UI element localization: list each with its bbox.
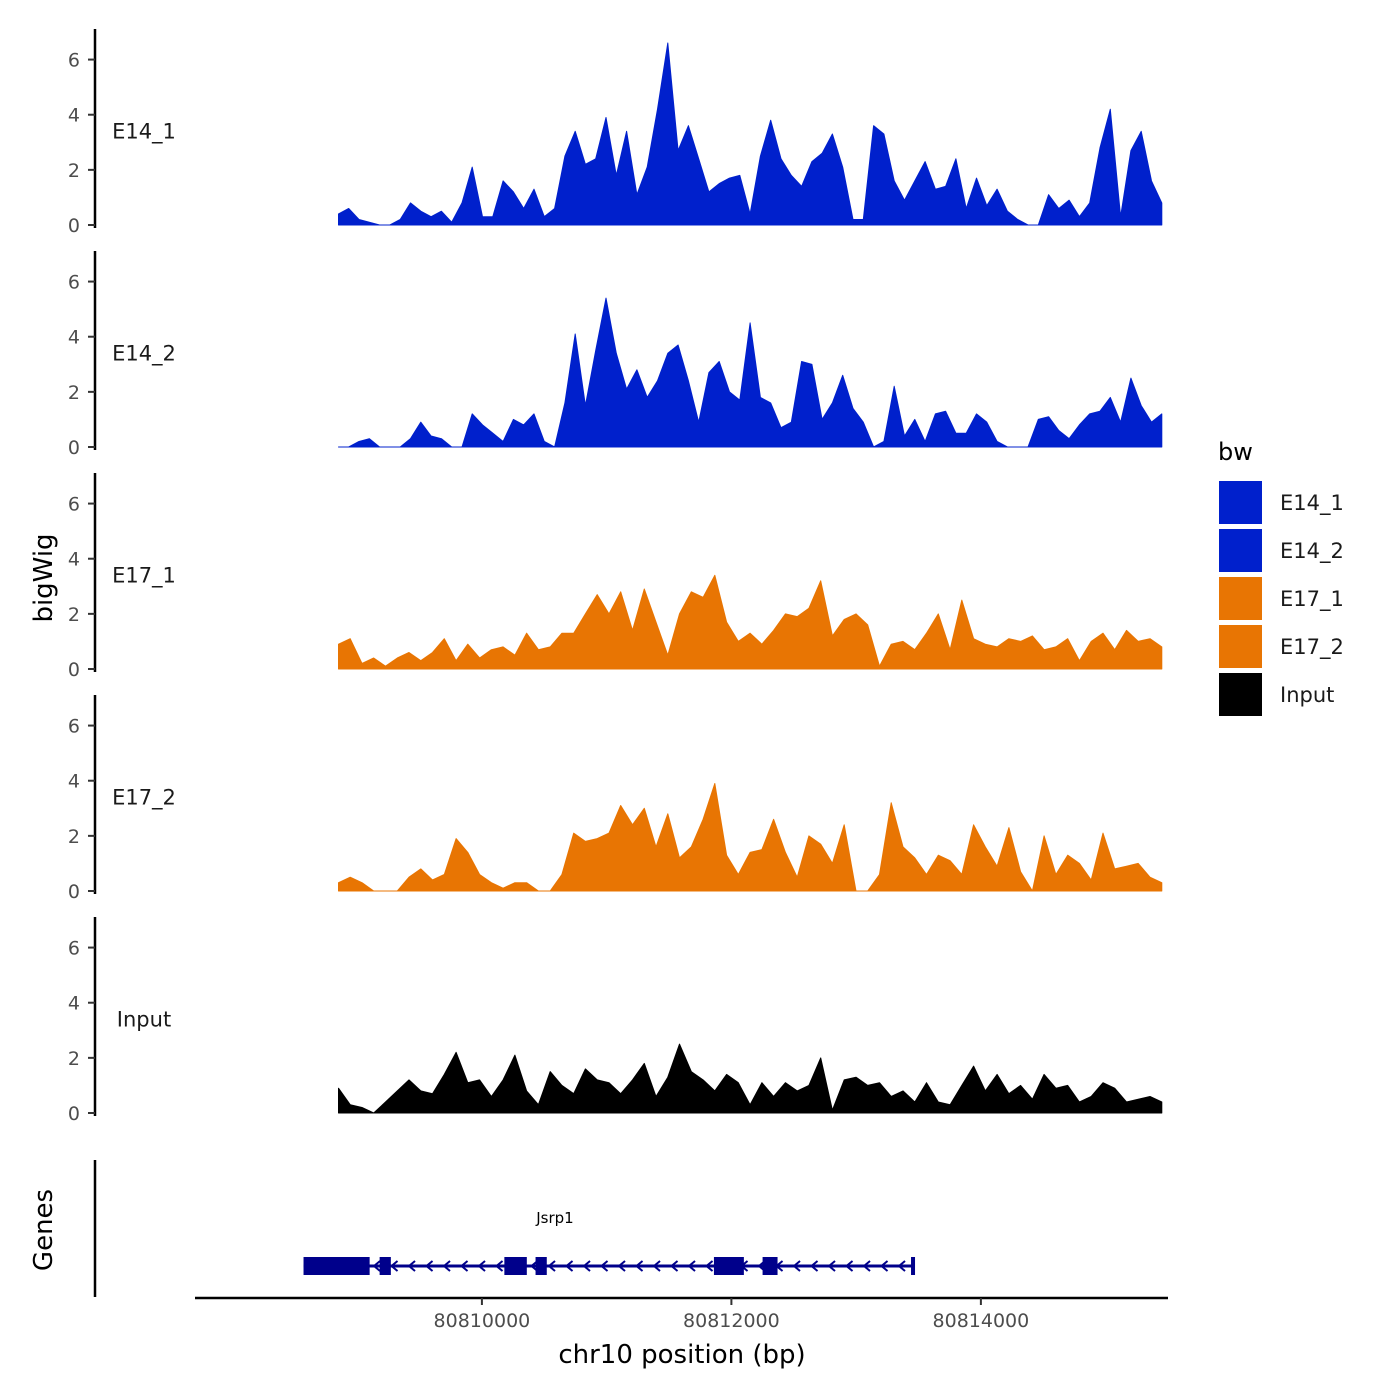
legend-label: Input xyxy=(1280,683,1334,707)
track-label: Input xyxy=(117,1008,171,1032)
y-tick-label: 2 xyxy=(68,826,80,848)
strand-chevron xyxy=(582,1260,591,1272)
strand-chevron xyxy=(547,1260,556,1272)
y-tick-label: 0 xyxy=(68,215,80,237)
y-tick-label: 4 xyxy=(68,771,80,793)
coverage-area xyxy=(338,297,1163,448)
legend-item-e14-1: E14_1 xyxy=(1219,481,1344,524)
y-tick-label: 4 xyxy=(68,105,80,127)
strand-chevron xyxy=(442,1260,451,1272)
strand-chevron xyxy=(704,1260,714,1272)
x-tick-label: 80810000 xyxy=(434,1310,531,1332)
track-panel-e17-2: 0 2 4 6 E17_2 xyxy=(68,695,1163,903)
track-label: E14_2 xyxy=(112,342,176,367)
strand-chevron xyxy=(564,1260,574,1272)
strand-chevron xyxy=(459,1260,469,1272)
legend-label: E17_2 xyxy=(1280,635,1344,660)
legend-item-e17-2: E17_2 xyxy=(1219,625,1344,668)
coverage-tracks: 0 2 4 6 E14_1 0 2 4 6 E14_2 0 2 4 6 E17_1 0 2 4 6 E17_2 0 2 4 6… xyxy=(68,29,1163,1125)
gene-name-label: Jsrp1 xyxy=(535,1209,573,1227)
legend-swatch xyxy=(1219,481,1262,524)
strand-chevron xyxy=(792,1260,801,1272)
legend-label: E17_1 xyxy=(1280,587,1344,612)
legend-swatch xyxy=(1219,577,1262,620)
strand-chevron xyxy=(494,1260,504,1272)
x-axis-title: chr10 position (bp) xyxy=(558,1340,805,1370)
strand-chevron xyxy=(809,1260,819,1272)
legend-title: bw xyxy=(1218,438,1253,466)
y-tick-label: 6 xyxy=(68,50,80,72)
strand-chevron xyxy=(424,1260,434,1272)
y-tick-label: 4 xyxy=(68,327,80,349)
y-tick-label: 2 xyxy=(68,604,80,626)
strand-chevron xyxy=(617,1260,626,1272)
legend-label: E14_2 xyxy=(1280,539,1344,564)
coverage-area xyxy=(338,1043,1163,1114)
track-label: E17_2 xyxy=(112,786,176,811)
coverage-area xyxy=(338,574,1163,670)
y-tick-label: 0 xyxy=(68,1103,80,1125)
coverage-area xyxy=(338,42,1163,226)
legend-swatch xyxy=(1219,529,1262,572)
x-axis: 80810000 80812000 80814000 xyxy=(195,1296,1168,1332)
strand-chevron xyxy=(372,1260,381,1272)
track-panel-input: 0 2 4 6 Input xyxy=(68,917,1163,1125)
gene-exon xyxy=(535,1257,547,1275)
y-tick-label: 2 xyxy=(68,160,80,182)
legend-swatch xyxy=(1219,673,1262,716)
y-tick-label: 6 xyxy=(68,272,80,294)
y-tick-label: 0 xyxy=(68,881,80,903)
y-tick-label: 0 xyxy=(68,437,80,459)
legend-label: E14_1 xyxy=(1280,491,1344,516)
y-tick-label: 6 xyxy=(68,938,80,960)
strand-chevron xyxy=(879,1260,889,1272)
gene-exon xyxy=(303,1257,370,1275)
strand-chevron xyxy=(634,1260,644,1272)
strand-chevron xyxy=(599,1260,609,1272)
y-tick-label: 2 xyxy=(68,382,80,404)
strand-chevron xyxy=(827,1260,836,1272)
coverage-area xyxy=(338,783,1163,892)
gene-exon xyxy=(379,1257,391,1275)
gene-panel-title: Genes xyxy=(29,1189,59,1271)
gene-exon xyxy=(762,1257,778,1275)
track-label: E14_1 xyxy=(112,120,176,145)
strand-chevron xyxy=(897,1260,906,1272)
y-tick-label: 2 xyxy=(68,1048,80,1070)
y-tick-label: 0 xyxy=(68,659,80,681)
gene-panel: Jsrp1 xyxy=(93,1160,916,1297)
legend-item-input: Input xyxy=(1219,673,1334,716)
strand-chevron xyxy=(477,1260,486,1272)
x-tick-label: 80812000 xyxy=(683,1310,780,1332)
legend-item-e17-1: E17_1 xyxy=(1219,577,1344,620)
gene-exon xyxy=(911,1257,916,1275)
legend: bw E14_1 E14_2 E17_1 E17_2 Input xyxy=(1218,438,1344,716)
strand-chevron xyxy=(844,1260,854,1272)
strand-chevron xyxy=(652,1260,661,1272)
strand-chevron xyxy=(669,1260,679,1272)
strand-chevron xyxy=(389,1260,399,1272)
y-tick-label: 4 xyxy=(68,993,80,1015)
strand-chevron xyxy=(407,1260,416,1272)
strand-chevron xyxy=(529,1260,539,1272)
legend-swatch xyxy=(1219,625,1262,668)
track-label: E17_1 xyxy=(112,564,176,589)
y-tick-label: 4 xyxy=(68,549,80,571)
x-tick-label: 80814000 xyxy=(933,1310,1030,1332)
track-panel-e14-1: 0 2 4 6 E14_1 xyxy=(68,29,1163,237)
y-axis-title: bigWig xyxy=(29,533,59,622)
strand-chevron xyxy=(687,1260,696,1272)
legend-item-e14-2: E14_2 xyxy=(1219,529,1344,572)
gene-exon xyxy=(504,1257,527,1275)
gene-exon xyxy=(713,1257,744,1275)
track-panel-e17-1: 0 2 4 6 E17_1 xyxy=(68,473,1163,681)
strand-chevron xyxy=(862,1260,871,1272)
track-panel-e14-2: 0 2 4 6 E14_2 xyxy=(68,251,1163,459)
y-tick-label: 6 xyxy=(68,494,80,516)
y-tick-label: 6 xyxy=(68,716,80,738)
